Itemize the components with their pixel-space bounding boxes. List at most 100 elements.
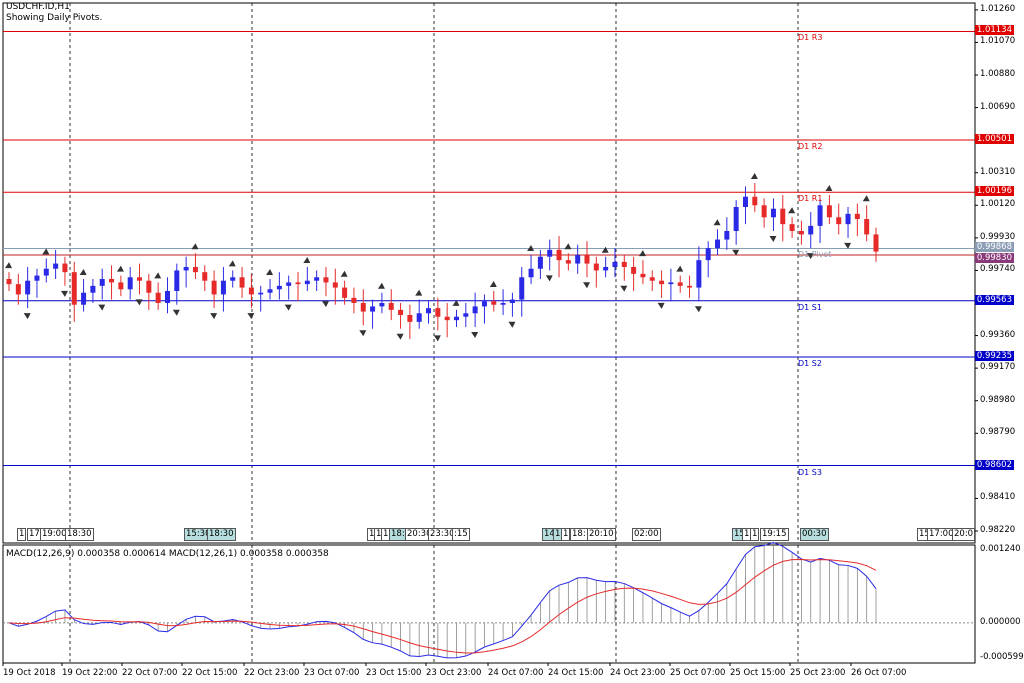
candle-body bbox=[864, 219, 870, 235]
session-time-marker: :15 bbox=[452, 528, 470, 541]
time-axis-label: 24 Oct 07:00 bbox=[488, 668, 544, 678]
pivot-price-tag: 0.98602 bbox=[974, 459, 1014, 470]
pivot-price-tag: 1.01134 bbox=[974, 25, 1014, 36]
candle-body bbox=[99, 279, 105, 286]
fractal-down-arrow bbox=[60, 290, 68, 297]
candle-body bbox=[81, 292, 87, 305]
pivot-name-label: D1 R3 bbox=[798, 33, 823, 43]
current-price-tag: 0.99830 bbox=[974, 253, 1014, 263]
session-time-marker: 00:30 bbox=[800, 528, 829, 541]
fractal-down-arrow bbox=[247, 313, 255, 320]
candle-body bbox=[332, 282, 338, 288]
candle-body bbox=[379, 303, 385, 307]
candle-body bbox=[435, 308, 441, 317]
candle-body bbox=[360, 303, 366, 312]
session-time-marker: 02:00 bbox=[632, 528, 661, 541]
fractal-down-arrow bbox=[583, 282, 590, 289]
time-axis-label: 22 Oct 15:00 bbox=[182, 668, 238, 678]
candle-body bbox=[668, 282, 674, 285]
fractal-up-arrow bbox=[266, 269, 274, 275]
candle-body bbox=[426, 308, 432, 314]
pivot-price-tag: 1.00196 bbox=[974, 186, 1014, 197]
fractal-up-arrow bbox=[79, 269, 87, 275]
fractal-up-arrow bbox=[228, 260, 236, 267]
price-axis-label: 0.98790 bbox=[980, 427, 1016, 438]
fractal-down-arrow bbox=[545, 275, 553, 282]
candle-body bbox=[705, 248, 711, 261]
time-axis-label: 22 Oct 07:00 bbox=[122, 668, 178, 678]
candle-body bbox=[621, 261, 627, 267]
candle-body bbox=[407, 315, 413, 322]
fractal-down-arrow bbox=[321, 301, 329, 308]
candle-body bbox=[276, 285, 282, 290]
candle-body bbox=[575, 255, 581, 264]
fractal-up-arrow bbox=[116, 265, 124, 272]
candle-body bbox=[463, 313, 469, 317]
candle-body bbox=[127, 277, 133, 290]
candle-body bbox=[556, 249, 562, 261]
candle-body bbox=[286, 282, 292, 286]
candle-body bbox=[659, 280, 665, 285]
time-axis-label: 23 Oct 07:00 bbox=[304, 668, 360, 678]
session-time-marker: 20:0 bbox=[952, 528, 976, 541]
fractal-down-arrow bbox=[210, 313, 218, 320]
candle-body bbox=[15, 284, 21, 295]
chart-symbol-title: USDCHF.ID,H1 bbox=[6, 2, 70, 12]
price-axis-label: 1.00880 bbox=[980, 69, 1016, 79]
pivot-price-tag: 0.99563 bbox=[974, 294, 1014, 305]
fractal-down-arrow bbox=[694, 306, 702, 313]
pivot-name-label: D1 R1 bbox=[798, 194, 823, 204]
time-axis-label: 24 Oct 23:00 bbox=[610, 668, 666, 678]
candle-body bbox=[62, 263, 68, 273]
fractal-up-arrow bbox=[638, 250, 646, 257]
candle-body bbox=[137, 277, 143, 281]
fractal-down-arrow bbox=[769, 236, 777, 242]
candle-body bbox=[873, 234, 879, 252]
candle-body bbox=[547, 249, 553, 257]
candle-body bbox=[537, 256, 543, 269]
session-time-marker: 1 bbox=[17, 528, 27, 541]
pivot-name-label: D1 S1 bbox=[798, 302, 822, 312]
macd-header: MACD(12,26,9) 0.000358 0.000614 MACD(12,… bbox=[6, 549, 329, 559]
time-axis-label: 23 Oct 23:00 bbox=[426, 668, 482, 678]
fractal-up-arrow bbox=[862, 195, 870, 202]
session-time-marker: 18: bbox=[570, 528, 588, 541]
candle-body bbox=[770, 208, 776, 218]
candle-body bbox=[388, 303, 394, 310]
fractal-up-arrow bbox=[564, 243, 572, 250]
price-axis-label: 0.98220 bbox=[980, 525, 1016, 535]
fractal-up-arrow bbox=[750, 173, 758, 179]
candle-body bbox=[25, 280, 31, 295]
candle-body bbox=[761, 205, 767, 218]
candle-body bbox=[826, 205, 832, 218]
macd-pane-frame bbox=[2, 544, 976, 664]
candle-body bbox=[584, 255, 590, 264]
fractal-down-arrow bbox=[23, 313, 31, 320]
fractal-up-arrow bbox=[489, 281, 497, 287]
candle-body bbox=[612, 261, 618, 267]
candle-body bbox=[239, 277, 245, 288]
candle-body bbox=[444, 316, 450, 321]
candle-body bbox=[314, 277, 320, 281]
fractal-up-arrow bbox=[5, 262, 12, 269]
fractal-down-arrow bbox=[359, 330, 367, 337]
fractal-up-arrow bbox=[42, 248, 50, 255]
candle-body bbox=[808, 225, 814, 235]
fractal-up-arrow bbox=[452, 299, 460, 306]
pivot-name-label: D1 R2 bbox=[798, 141, 823, 151]
fractal-down-arrow bbox=[657, 302, 665, 309]
fractal-down-arrow bbox=[806, 253, 814, 260]
macd-axis-label: 0.001240 bbox=[980, 544, 1021, 554]
candle-body bbox=[724, 231, 730, 240]
price-axis-label: 0.99360 bbox=[980, 329, 1016, 340]
candle-body bbox=[687, 285, 693, 288]
price-axis-label: 0.99740 bbox=[980, 264, 1016, 275]
pivot-indicator-note: Showing Daily Pivots. bbox=[6, 13, 103, 23]
macd-axis-label: 0.000000 bbox=[980, 616, 1021, 627]
session-time-marker: 1 bbox=[750, 528, 760, 541]
candle-body bbox=[211, 280, 217, 295]
candle-body bbox=[453, 316, 459, 321]
candle-body bbox=[472, 306, 478, 314]
candle-body bbox=[519, 277, 525, 300]
